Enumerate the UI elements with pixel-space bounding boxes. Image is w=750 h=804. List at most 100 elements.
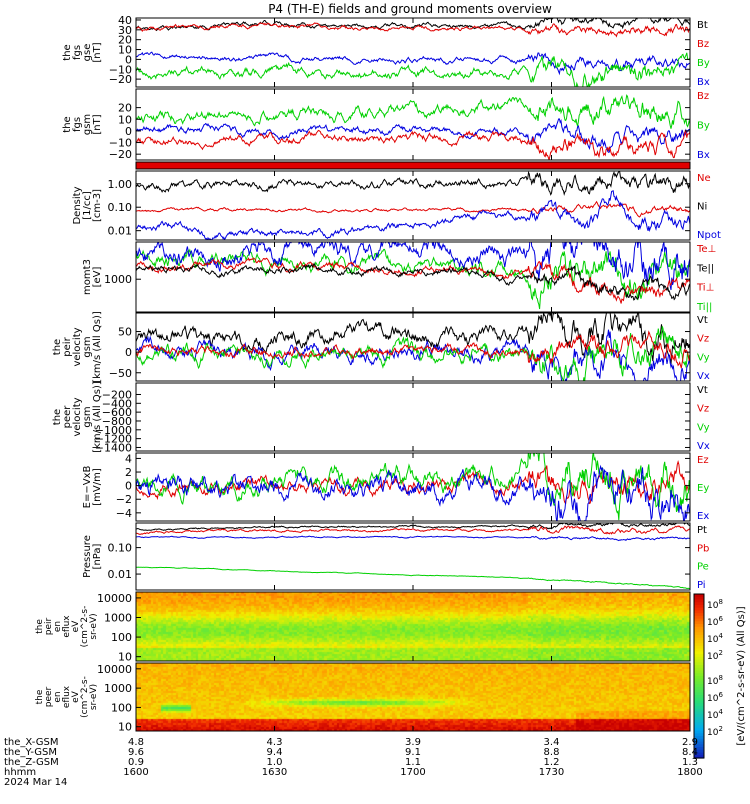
series-by [136, 94, 690, 129]
legend-entry: Ey [697, 483, 709, 494]
series-te [136, 257, 690, 304]
colorbar-swatch [694, 736, 704, 740]
x-axis-value: 1630 [262, 767, 287, 778]
colorbar-swatch [694, 730, 704, 734]
x-axis-value: 1.3 [682, 757, 698, 768]
colorbar-tick-label: 108 [707, 674, 723, 687]
colorbar-swatch [694, 714, 704, 718]
y-axis-label: the [35, 619, 45, 634]
legend-entry: Npot [697, 230, 721, 241]
y-axis-label: en [53, 691, 63, 702]
colorbar-swatch [694, 635, 704, 639]
panel-frame [135, 170, 691, 241]
colorbar-swatch [694, 656, 704, 661]
colorbar-tick-label: 106 [707, 691, 723, 704]
series-ez [136, 460, 690, 505]
y-tick-label: 0.10 [108, 542, 133, 555]
colorbar-swatch [694, 613, 704, 617]
spectrogram-image [136, 663, 690, 731]
spectrogram-peer-eflux: 10000 1000 100 10 the peer en eflux eV (cm^2-s-sr… [35, 662, 691, 734]
y-axis-label: the [62, 116, 73, 132]
legend-entry: Bx [697, 150, 710, 161]
colorbar-swatch [694, 706, 704, 710]
colorbar-swatch [694, 700, 704, 704]
colorbar-label: [eV/(cm^2-s-sr-eV) (All Qs)] [736, 606, 747, 745]
colorbar-swatch [694, 678, 704, 683]
y-tick-label: 100 [111, 631, 132, 644]
series-ti [136, 242, 690, 291]
y-tick-label: 10 [118, 44, 132, 57]
y-axis-label: [nT] [92, 42, 103, 62]
colorbar-swatch [694, 640, 704, 644]
colorbar-swatch [694, 594, 704, 598]
colorbar-swatch [694, 665, 704, 669]
legend-entry: Bz [697, 91, 709, 102]
y-tick-label: 2 [125, 466, 132, 479]
chart-title: P4 (TH-E) fields and ground moments over… [268, 2, 552, 16]
x-axis-value: 9.4 [267, 747, 283, 758]
legend-entry: Vt [697, 385, 708, 396]
y-tick-label: 0 [125, 480, 132, 493]
colorbar-swatch [694, 676, 704, 680]
y-axis-label: E=−VxB [82, 466, 93, 509]
colorbar-swatch [694, 708, 704, 713]
legend-entry: Vx [697, 371, 710, 382]
y-axis-label: peir [62, 336, 73, 356]
colorbar-frame [693, 593, 705, 759]
series-vz [136, 330, 690, 369]
x-axis-date: 2024 Mar 14 [4, 777, 67, 788]
colorbar-tick-label: 104 [707, 708, 723, 721]
x-axis-value: 1.0 [267, 757, 283, 768]
colorbar-swatch [694, 654, 704, 658]
series-bx [136, 118, 690, 153]
colorbar-swatch [694, 610, 704, 614]
colorbar-swatch [694, 604, 704, 609]
colorbar-swatch [694, 749, 704, 754]
colorbar-swatch [694, 618, 704, 622]
y-axis-label: eV [71, 690, 81, 703]
y-tick-label: 0.01 [108, 568, 133, 581]
colorbar-swatch [694, 689, 704, 693]
legend-entry: Ex [697, 511, 709, 522]
colorbar-swatch [694, 637, 704, 642]
y-axis-label: [mV/m] [92, 468, 103, 506]
x-axis-row-label: the_Y-GSM [4, 747, 57, 758]
y-tick-label: −20 [109, 148, 132, 161]
y-axis-label: (cm^2-s- [80, 606, 90, 648]
series-pe [136, 566, 690, 590]
colorbar-swatch [694, 752, 704, 756]
legend-entry: Vt [697, 315, 708, 326]
legend-entry: Vz [697, 334, 709, 345]
y-axis-label: en [53, 621, 63, 632]
y-axis-label: [km/s (All Qs)] [92, 381, 103, 453]
y-tick-label: −50 [109, 367, 132, 380]
colorbar-swatch [694, 719, 704, 724]
y-tick-label: −10 [109, 137, 132, 150]
y-axis-label: (cm^2-s- [80, 676, 90, 718]
y-tick-label: −400 [102, 397, 132, 410]
colorbar-swatch [694, 607, 704, 611]
legend-entry: Vx [697, 441, 710, 452]
x-axis-value: 3.4 [544, 737, 560, 748]
colorbar-swatch [694, 659, 704, 663]
x-axis-value: 4.8 [128, 737, 144, 748]
y-tick-label: 10000 [97, 663, 132, 676]
y-axis-label: gsm [82, 336, 93, 357]
colorbar-tick-label: 102 [707, 725, 723, 738]
x-axis-row-label: the_X-GSM [4, 737, 58, 748]
x-axis-value: 1.2 [544, 757, 560, 768]
x-axis-row-label: the_Z-GSM [4, 757, 59, 768]
y-axis-label: gse [82, 44, 93, 62]
y-tick-label: −800 [102, 415, 132, 428]
colorbar-swatch [694, 738, 704, 743]
y-tick-label: 40 [118, 14, 132, 27]
y-tick-label: −20 [109, 73, 132, 86]
legend-entry: Ti|| [696, 302, 712, 313]
x-axis-row-label: hhmm [4, 767, 36, 778]
colorbar-tick-label: 104 [707, 632, 723, 645]
colorbar: 108 108 106 106 104 104 102 102 [eV/(cm^2-s-sr-e… [693, 593, 747, 759]
y-axis-label: eV [71, 620, 81, 633]
